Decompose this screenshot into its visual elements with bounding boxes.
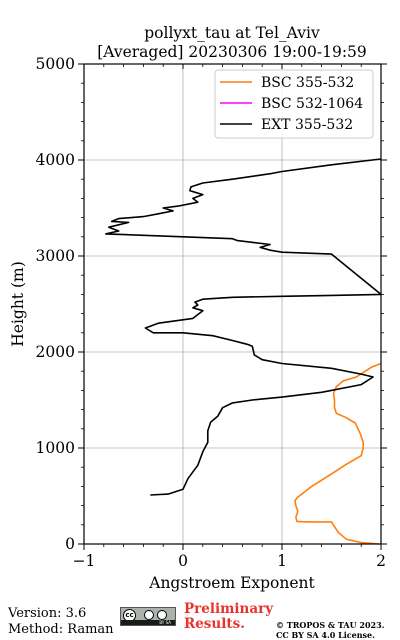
y-tick-label: 5000 — [36, 55, 75, 73]
y-tick-label: 4000 — [36, 151, 75, 169]
series-lines — [105, 158, 382, 545]
legend-label-bsc-355-532: BSC 355-532 — [261, 75, 354, 91]
chart-title-line2: [Averaged] 20230306 19:00-19:59 — [97, 43, 367, 61]
cc-badge-strip: BY SA — [121, 620, 175, 625]
x-tick-label: 1 — [277, 552, 287, 570]
legend: BSC 355-532 BSC 532-1064 EXT 355-532 — [214, 69, 374, 139]
x-tick-label: 2 — [376, 552, 386, 570]
copyright-line1: © TROPOS & TAU 2023. — [276, 620, 385, 630]
plot-frame — [83, 63, 382, 545]
x-tick-label: −1 — [73, 552, 96, 570]
cc-license-badge: cc BY SA — [120, 607, 176, 626]
grid — [84, 64, 381, 544]
copyright-line2: CC BY SA 4.0 License. — [276, 630, 375, 640]
y-tick-label: 2000 — [36, 343, 75, 361]
copyright-note: © TROPOS & TAU 2023. CC BY SA 4.0 Licens… — [276, 620, 384, 640]
legend-box — [214, 69, 374, 139]
legend-label-ext-355-532: EXT 355-532 — [261, 117, 353, 133]
preliminary-line1: Preliminary — [184, 601, 274, 617]
y-tick-label: 1000 — [36, 439, 75, 457]
series-line-ext-355-532 — [105, 158, 382, 496]
method-text: Method: Raman — [8, 622, 114, 637]
x-tick-label: 0 — [178, 552, 188, 570]
version-text: Version: 3.6 — [8, 606, 87, 621]
angstroem-profile-figure: pollyxt_tau at Tel_Aviv [Averaged] 20230… — [9, 24, 387, 592]
y-tick-label: 3000 — [36, 247, 75, 265]
x-axis-label: Angstroem Exponent — [148, 574, 315, 592]
chart-title-line1: pollyxt_tau at Tel_Aviv — [144, 24, 320, 42]
y-axis-label: Height (m) — [9, 261, 27, 347]
preliminary-results-note: Preliminary Results. — [184, 602, 273, 632]
y-tick-label: 0 — [65, 535, 75, 553]
legend-label-bsc-532-1064: BSC 532-1064 — [261, 96, 363, 112]
cc-sa-icon — [157, 610, 167, 620]
series-line-bsc-355-532 — [294, 362, 382, 545]
cc-by-icon — [144, 610, 154, 620]
preliminary-line2: Results. — [184, 616, 245, 632]
plot-area — [84, 64, 381, 544]
